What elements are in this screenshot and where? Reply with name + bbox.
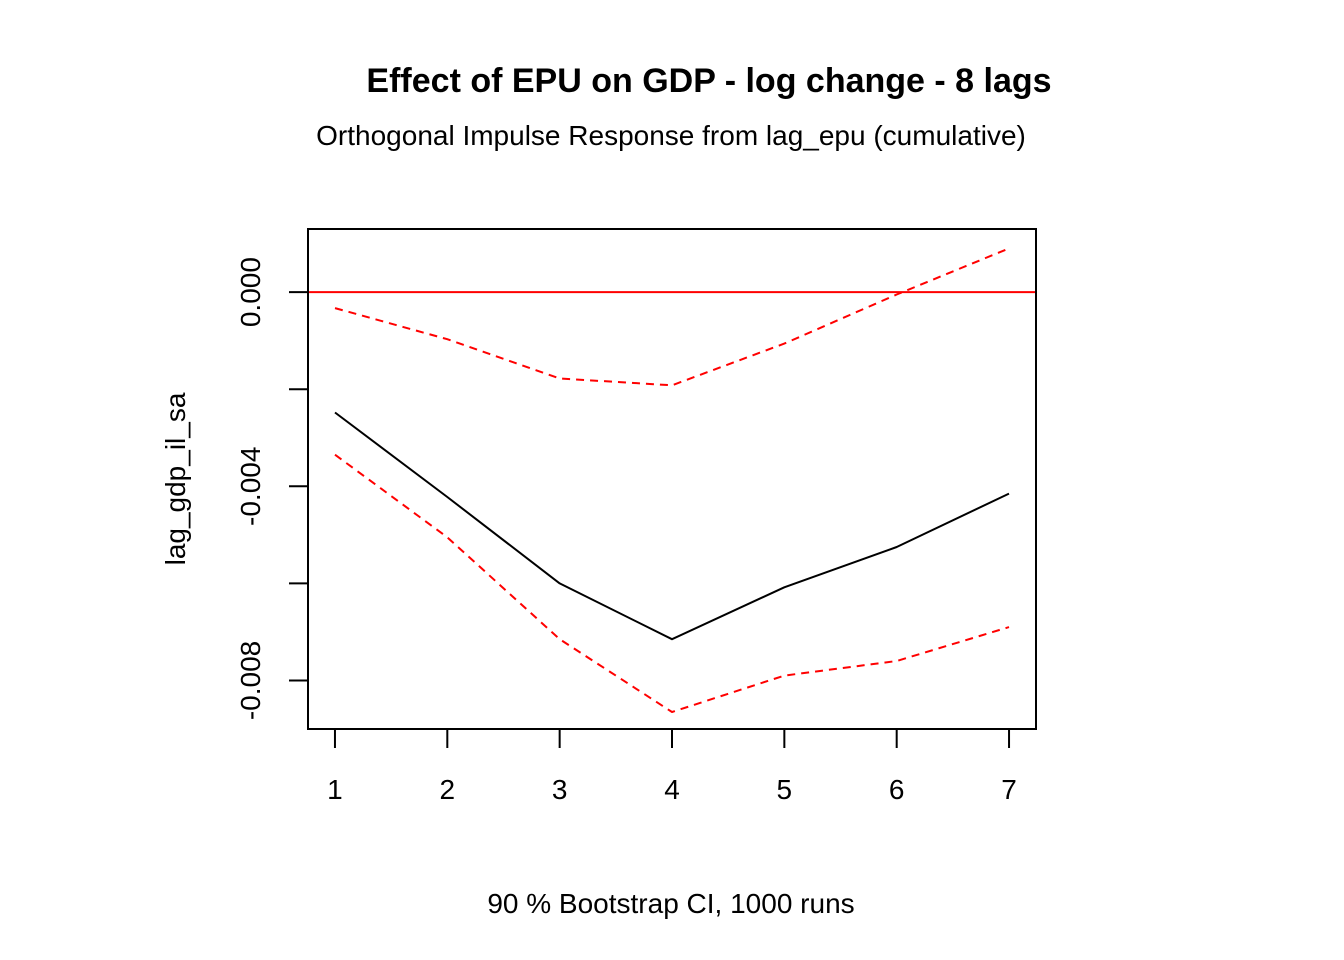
- series-line-irf: [334, 411, 1010, 641]
- y-axis: 0.000 -0.004 -0.008: [235, 257, 309, 720]
- x-tick-label: 4: [664, 774, 680, 805]
- series-line-upper: [334, 247, 1010, 387]
- x-tick-label: 2: [440, 774, 456, 805]
- x-tick-label: 3: [552, 774, 568, 805]
- chart-title: Effect of EPU on GDP - log change - 8 la…: [366, 62, 1051, 100]
- x-tick-label: 7: [1001, 774, 1017, 805]
- y-tick-label: 0.000: [235, 257, 266, 327]
- series-layer: [334, 247, 1010, 713]
- x-tick-label: 1: [327, 774, 343, 805]
- x-axis-label: 90 % Bootstrap CI, 1000 runs: [487, 888, 854, 919]
- series-line-lower: [334, 453, 1010, 713]
- chart-subtitle: Orthogonal Impulse Response from lag_epu…: [316, 120, 1026, 151]
- y-axis-label: lag_gdp_il_sa: [160, 392, 191, 565]
- plot-frame: [307, 228, 1037, 730]
- x-axis: 1 2 3 4 5 6 7: [327, 728, 1017, 805]
- y-tick-label: -0.008: [235, 641, 266, 720]
- x-tick-label: 6: [889, 774, 905, 805]
- y-tick-label: -0.004: [235, 447, 266, 526]
- x-tick-label: 5: [777, 774, 793, 805]
